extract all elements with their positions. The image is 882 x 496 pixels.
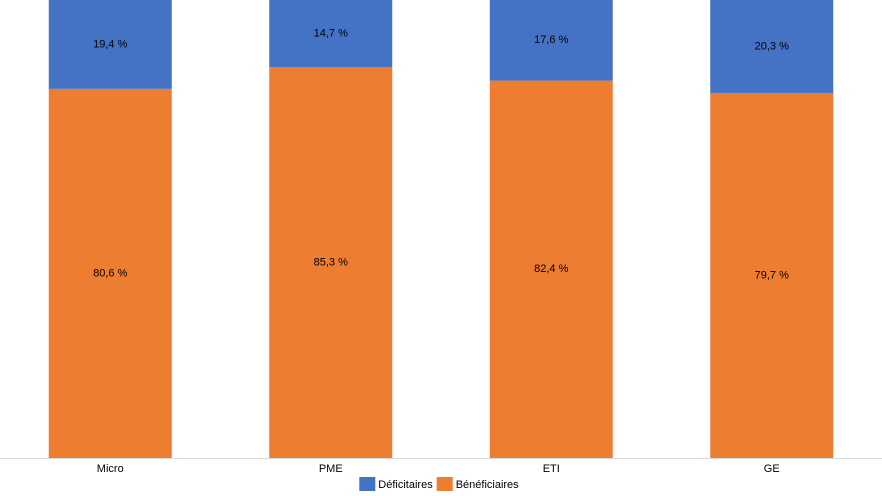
bar-segment [710, 92, 834, 458]
data-label: 80,6 % [93, 267, 127, 279]
bar-segment [269, 0, 393, 68]
x-tick-label: Micro [97, 463, 124, 475]
legend-label: Déficitaires [378, 479, 433, 491]
legend-swatch [436, 477, 453, 491]
data-label: 19,4 % [93, 38, 127, 50]
data-label: 17,6 % [534, 34, 568, 46]
legend-label: Bénéficiaires [456, 479, 519, 491]
x-tick-label: ETI [543, 463, 560, 475]
data-label: 82,4 % [534, 263, 568, 275]
bar-segment [48, 88, 172, 459]
bar-segment [48, 0, 172, 89]
x-tick-label: GE [764, 463, 780, 475]
data-label: 79,7 % [755, 269, 789, 281]
data-label: 14,7 % [314, 28, 348, 40]
bar-segment [489, 0, 613, 81]
legend-swatch [359, 477, 376, 491]
bar-segment [269, 67, 393, 459]
bar-segment [489, 80, 613, 458]
x-tick-label: PME [319, 463, 343, 475]
bar-segment [710, 0, 834, 93]
data-label: 20,3 % [755, 40, 789, 52]
data-label: 85,3 % [314, 257, 348, 269]
